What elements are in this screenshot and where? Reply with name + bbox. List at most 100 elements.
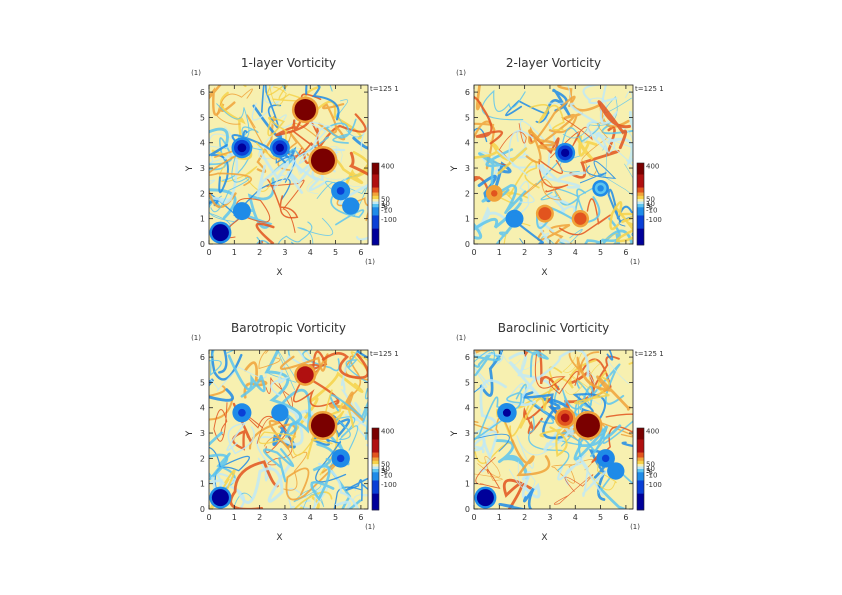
- filament: [210, 149, 250, 213]
- filament: [263, 436, 308, 491]
- y-tick-label: 5: [200, 378, 205, 387]
- filament: [272, 150, 319, 190]
- x-tick-label: 6: [358, 248, 363, 257]
- colorbar-label: -5: [381, 203, 388, 211]
- colorbar-band: [372, 457, 379, 462]
- filament: [474, 456, 503, 481]
- x-tick-label: 3: [282, 513, 287, 522]
- x-tick-label: 4: [308, 248, 313, 257]
- panel-title: Barotropic Vorticity: [231, 321, 346, 335]
- filament: [474, 197, 523, 240]
- vortex-core: [316, 418, 330, 433]
- filament: [474, 386, 510, 452]
- colorbar-band: [637, 215, 644, 229]
- filament: [297, 217, 334, 244]
- x-axis-label: X: [276, 533, 282, 543]
- filament: [597, 100, 631, 150]
- y-tick-label: 3: [200, 429, 205, 438]
- filament: [256, 236, 295, 244]
- colorbar-band: [372, 215, 379, 229]
- x-tick-label: 6: [358, 513, 363, 522]
- filament: [625, 90, 633, 117]
- colorbar-band: [372, 201, 379, 205]
- filament: [211, 350, 243, 381]
- colorbar-label: -10: [381, 472, 392, 480]
- colorbar-label: 400: [381, 162, 394, 170]
- x-tick-label: 1: [232, 248, 237, 257]
- filament: [606, 350, 614, 361]
- vortex-core: [215, 227, 226, 238]
- x-unit-label: (1): [365, 523, 375, 531]
- x-tick-label: 5: [333, 513, 338, 522]
- colorbar-band: [372, 480, 379, 494]
- colorbar-label: 400: [646, 427, 659, 435]
- vortex-core: [275, 143, 285, 152]
- filament: [294, 371, 364, 432]
- filament: [278, 221, 313, 244]
- filament: [335, 99, 365, 138]
- filament: [216, 88, 253, 125]
- filament: [553, 385, 591, 410]
- filament: [550, 116, 593, 159]
- vortex-core: [502, 408, 511, 417]
- filament: [579, 363, 625, 411]
- x-tick-label: 6: [623, 513, 628, 522]
- plot-frame: [473, 84, 634, 245]
- filament: [474, 350, 495, 363]
- filament: [525, 95, 576, 164]
- x-tick-label: 2: [522, 513, 527, 522]
- filament: [289, 486, 328, 509]
- y-axis-label: Y: [450, 430, 460, 437]
- colorbar-frame: [636, 162, 645, 246]
- colorbar-band: [637, 457, 644, 462]
- y-tick-label: 3: [465, 164, 470, 173]
- colorbar-band: [372, 428, 379, 440]
- filament: [474, 438, 486, 452]
- colorbar-band: [372, 195, 379, 200]
- filament: [474, 95, 504, 145]
- y-tick-label: 3: [200, 164, 205, 173]
- filament: [350, 351, 368, 374]
- colorbar-band: [637, 187, 644, 193]
- filament: [609, 201, 633, 231]
- panel-3: Barotropic Vorticity 0 1 2 3 4 5 6 0 1 2 3 4 5 6 X Y (1) (…: [185, 321, 399, 543]
- y-tick-label: 5: [200, 113, 205, 122]
- colorbar-band: [637, 452, 644, 458]
- colorbar-band: [372, 228, 379, 246]
- filament: [474, 176, 491, 198]
- x-unit-label: (1): [365, 258, 375, 266]
- plot-frame: [208, 349, 369, 510]
- vortex-core: [316, 153, 330, 168]
- filament: [298, 121, 333, 164]
- vortex-core: [347, 202, 355, 210]
- filament: [310, 457, 335, 502]
- filament: [335, 500, 351, 509]
- time-label: t=125 1: [635, 350, 664, 358]
- colorbar-band: [637, 199, 644, 202]
- colorbar-frame: [371, 427, 380, 511]
- colorbar-label: -5: [381, 468, 388, 476]
- colorbar-band: [372, 174, 379, 188]
- x-tick-label: 4: [573, 248, 578, 257]
- filament: [497, 130, 534, 177]
- colorbar-band: [372, 460, 379, 465]
- vortex-core: [510, 215, 519, 223]
- colorbar-label: -10: [646, 207, 657, 215]
- colorbar-label: 5: [646, 467, 650, 475]
- filament: [582, 85, 618, 125]
- colorbar-label: 10: [381, 465, 390, 473]
- filament: [260, 85, 282, 129]
- colorbar-band: [637, 472, 644, 481]
- plot-frame: [473, 349, 634, 510]
- filament: [539, 426, 568, 458]
- x-tick-label: 3: [282, 248, 287, 257]
- filament: [494, 439, 529, 480]
- colorbar-label: -100: [646, 216, 662, 224]
- filament: [498, 487, 535, 509]
- colorbar-label: 10: [381, 200, 390, 208]
- colorbar-label: -5: [646, 203, 653, 211]
- filament: [539, 232, 550, 244]
- filament: [538, 222, 571, 244]
